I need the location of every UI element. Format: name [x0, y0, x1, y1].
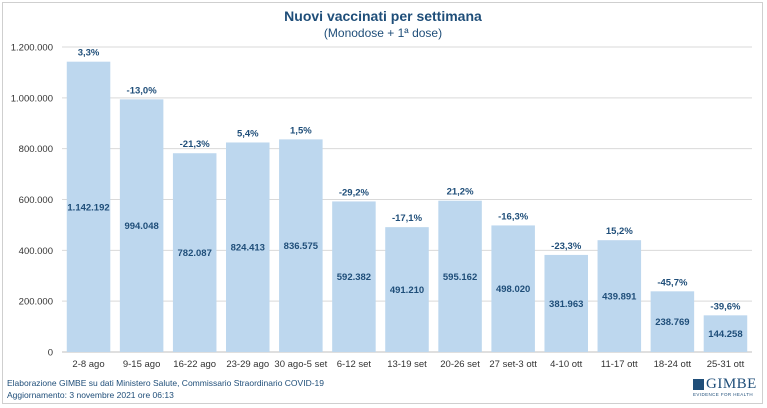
bar	[279, 139, 323, 352]
bar	[597, 240, 642, 352]
bar-value-label: 782.087	[178, 248, 212, 259]
x-tick-label: 11-17 ott	[601, 359, 638, 370]
y-tick-label: 600.000	[19, 195, 53, 206]
footer-source: Elaborazione GIMBE su dati Ministero Sal…	[7, 378, 324, 388]
bar-value-label: 1.142.192	[67, 202, 109, 213]
logo-mark-icon	[693, 379, 704, 390]
bar-value-label: 836.575	[284, 241, 319, 252]
bar	[385, 227, 429, 352]
bar-change-label: -17,1%	[392, 213, 423, 224]
bar-change-label: 21,2%	[447, 187, 474, 198]
bar-value-label: 592.382	[337, 272, 371, 283]
bar-change-label: -23,3%	[551, 241, 582, 252]
chart-subtitle: (Monodose + 1ª dose)	[324, 26, 442, 40]
bar-change-label: -21,3%	[180, 139, 211, 150]
bar-value-label: 994.048	[124, 221, 158, 232]
x-tick-label: 2-8 ago	[72, 359, 104, 370]
bar-change-label: -29,2%	[339, 187, 370, 198]
bar	[172, 153, 217, 352]
y-tick-label: 400.000	[19, 246, 53, 257]
y-tick-label: 200.000	[19, 297, 53, 308]
bar-value-label: 144.258	[708, 329, 742, 340]
bar	[332, 201, 376, 352]
bar-change-label: -39,6%	[710, 301, 741, 312]
bar	[438, 200, 482, 352]
bar-value-label: 381.963	[549, 299, 583, 310]
bar-value-label: 491.210	[390, 285, 424, 296]
x-tick-label: 16-22 ago	[173, 359, 216, 370]
x-tick-label: 18-24 ott	[654, 359, 692, 370]
bar-value-label: 498.020	[496, 284, 530, 295]
bar-change-label: -13,0%	[127, 85, 158, 96]
bar-value-label: 595.162	[443, 272, 477, 283]
bar	[650, 291, 695, 352]
bar-change-label: 3,3%	[78, 48, 100, 59]
chart-title: Nuovi vaccinati per settimana	[284, 8, 482, 24]
chart-frame	[2, 2, 763, 404]
bar-value-label: 238.769	[655, 317, 689, 328]
bar	[66, 61, 111, 352]
x-axis: 2-8 ago 9-15 ago 16-22 ago 23-29 ago 30 ago-…	[72, 359, 744, 370]
x-tick-label: 25-31 ott	[707, 359, 745, 370]
x-tick-label: 9-15 ago	[123, 359, 161, 370]
y-tick-label: 1.000.000	[11, 93, 53, 104]
bars: 1.142.192 3,3% 994.048 -13,0% 782.087 -21,3% 8…	[66, 48, 748, 352]
x-tick-label: 30 ago-5 set	[274, 359, 327, 370]
bar-change-label: 5,4%	[237, 128, 259, 139]
bar	[119, 99, 164, 352]
bar-change-label: -45,7%	[657, 277, 688, 288]
x-tick-label: 27 set-3 ott	[489, 359, 537, 370]
y-tick-label: 0	[48, 348, 53, 359]
footer-updated: Aggiornamento: 3 novembre 2021 ore 06:13	[7, 390, 174, 400]
bar-change-label: 15,2%	[606, 226, 633, 237]
y-tick-label: 800.000	[19, 144, 53, 155]
x-tick-label: 23-29 ago	[226, 359, 269, 370]
y-tick-label: 1.200.000	[11, 43, 53, 54]
bar-change-label: -16,3%	[498, 211, 529, 222]
bar-value-label: 824.413	[231, 243, 265, 254]
logo-tagline: EVIDENCE FOR HEALTH	[693, 392, 754, 397]
bar-value-label: 439.891	[602, 292, 637, 303]
bar	[226, 142, 270, 352]
x-tick-label: 13-19 set	[387, 359, 427, 370]
bar	[544, 254, 588, 352]
x-tick-label: 20-26 set	[440, 359, 480, 370]
bar	[491, 225, 535, 352]
logo-name: GIMBE	[706, 376, 757, 392]
bar	[703, 315, 748, 352]
bar-change-label: 1,5%	[290, 125, 312, 136]
y-axis: 0 200.000 400.000 600.000 800.000 1.000.000 1.…	[11, 43, 53, 359]
x-tick-label: 6-12 set	[337, 359, 372, 370]
x-tick-label: 4-10 ott	[550, 359, 583, 370]
gimbe-logo: GIMBE EVIDENCE FOR HEALTH	[693, 376, 757, 401]
